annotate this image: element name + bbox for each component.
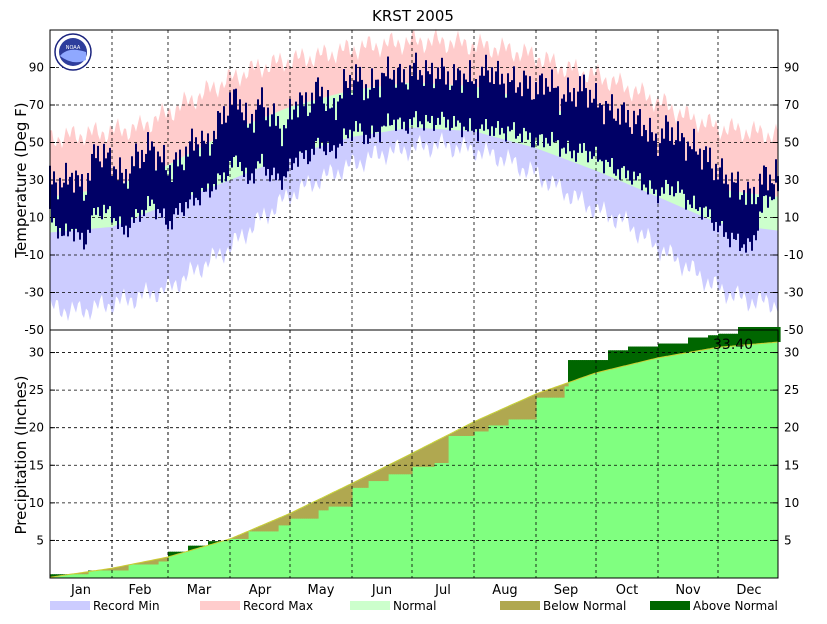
legend-swatch [650,601,690,610]
month-label: May [308,583,335,598]
temp-tick-label-left: 30 [29,173,44,187]
precip-tick-label-right: 15 [784,458,799,472]
below-normal-bar [446,436,449,463]
legend-label: Above Normal [693,599,778,613]
temp-tick-label-right: 50 [784,136,799,150]
month-label: Jun [371,583,392,598]
month-label: Nov [675,583,701,598]
temp-tick-label-left: 90 [29,61,44,75]
precip-tick-label-right: 25 [784,383,799,397]
legend-swatch [50,601,90,610]
legend-swatch [200,601,240,610]
precip-tick-label-right: 20 [784,421,799,435]
precipitation-total-label: 33.40 [713,337,753,353]
noaa-logo-text: NOAA [66,45,81,51]
noaa-logo: NOAA [55,34,91,70]
month-label: Sep [554,583,579,598]
below-normal-bar [566,383,569,386]
temp-tick-label-left: 50 [29,136,44,150]
month-label: Feb [128,583,151,598]
temp-tick-label-left: 70 [29,98,44,112]
temp-tick-label-right: 90 [784,61,799,75]
legend-label: Record Max [243,599,313,613]
temp-tick-label-right: -30 [784,286,804,300]
temp-tick-label-right: -50 [784,323,804,337]
precip-tick-label-right: 5 [784,533,792,547]
month-label: Dec [736,583,761,598]
month-label: Oct [616,583,638,598]
month-label: Aug [492,583,517,598]
below-normal-bar [246,532,249,539]
temp-tick-label-left: -30 [24,286,44,300]
legend-label: Record Min [93,599,160,613]
month-label: Mar [187,583,212,598]
temperature-axis-label: Temperature (Deg F) [12,102,30,258]
precip-tick-label-left: 10 [29,496,44,510]
precip-tick-label-left: 5 [36,533,44,547]
below-normal-bar [562,385,565,398]
precip-tick-label-left: 30 [29,346,44,360]
temp-tick-label-right: 30 [784,173,799,187]
temp-tick-label-right: 70 [784,98,799,112]
chart-title: KRST 2005 [372,7,454,25]
precipitation-panel: 5 5 10 10 15 15 20 20 25 25 30 30 Jan Feb Mar Apr May Jun… [29,327,800,598]
legend: Record Min Record Max Normal Below Normal Ab… [50,599,778,613]
precip-tick-label-left: 15 [29,458,44,472]
temp-tick-label-left: -50 [24,323,44,337]
month-label: Jul [434,583,451,598]
month-label: Jan [70,583,91,598]
legend-label: Normal [393,599,436,613]
month-label: Apr [249,583,272,598]
temp-tick-label-right: 10 [784,211,799,225]
precip-tick-label-left: 25 [29,383,44,397]
legend-swatch [500,601,540,610]
legend-swatch [350,601,390,610]
legend-label: Below Normal [543,599,626,613]
precip-tick-label-left: 20 [29,421,44,435]
below-normal-bar [126,565,129,570]
temp-tick-label-right: -10 [784,248,804,262]
precip-tick-label-right: 30 [784,346,799,360]
precip-tick-label-right: 10 [784,496,799,510]
precipitation-axis-label: Precipitation (Inches) [12,376,30,535]
temp-tick-label-left: 10 [29,211,44,225]
